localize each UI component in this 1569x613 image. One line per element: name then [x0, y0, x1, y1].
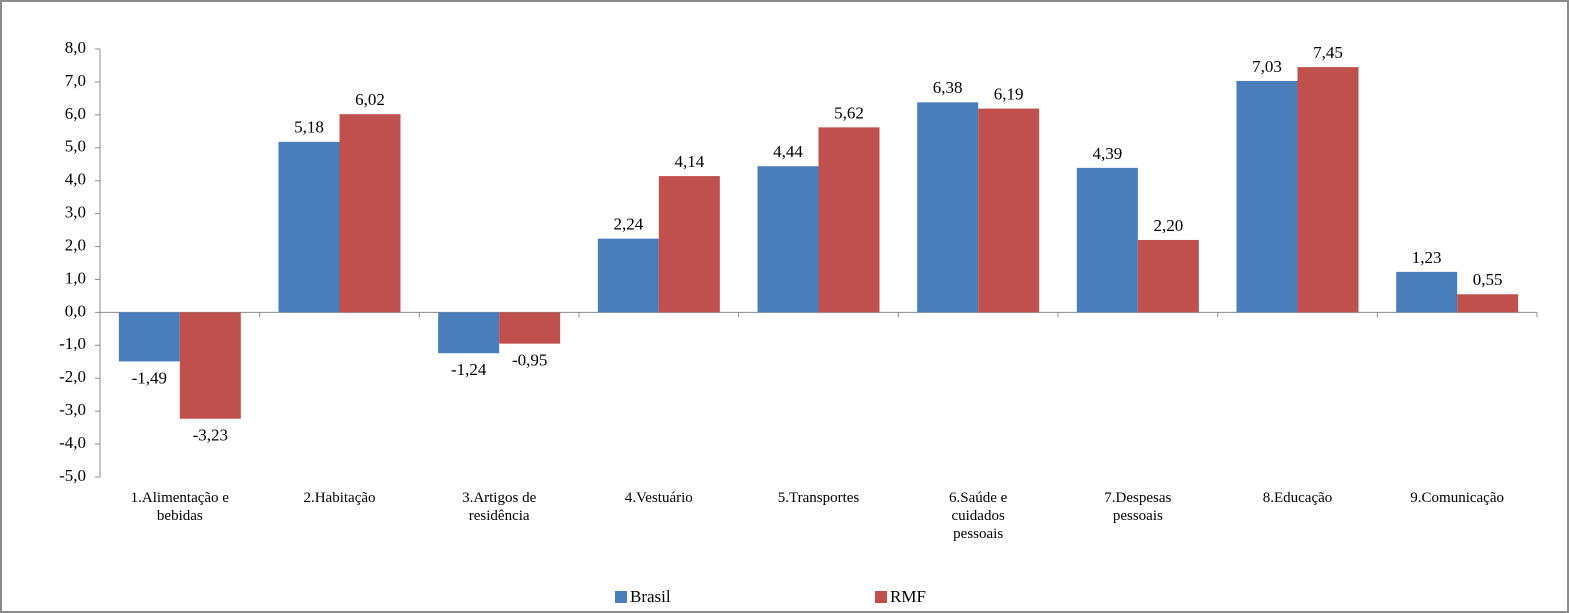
y-tick-label: 2,0: [65, 235, 86, 254]
value-label: 1,23: [1412, 248, 1442, 267]
bar: [597, 238, 659, 313]
x-tick-label: 2.Habitação: [303, 490, 376, 506]
bar: [339, 114, 401, 313]
x-tick-label: 8.Educação: [1262, 490, 1333, 506]
bar: [118, 312, 180, 362]
bar: [278, 141, 340, 313]
value-label: 2,20: [1153, 216, 1183, 235]
y-tick-label: 6,0: [65, 104, 86, 123]
y-tick-label: 1,0: [65, 268, 86, 287]
y-tick-label: 0,0: [65, 301, 86, 320]
value-label: -1,49: [132, 368, 167, 387]
legend-swatch: [615, 591, 627, 603]
bar: [1076, 167, 1138, 313]
y-tick-label: -2,0: [59, 367, 86, 386]
y-tick-label: 3,0: [65, 203, 86, 222]
y-tick-label: -3,0: [59, 400, 86, 419]
bar: [757, 166, 819, 313]
bar: [1297, 67, 1359, 313]
y-tick-label: -1,0: [59, 334, 86, 353]
bar: [978, 108, 1040, 313]
bar: [1137, 239, 1199, 313]
legend-label: RMF: [890, 587, 926, 606]
bar: [179, 312, 241, 419]
bar: [1236, 80, 1298, 313]
x-tick-label: 1.Alimentação e bebidas: [130, 490, 229, 524]
value-label: -1,24: [451, 360, 487, 379]
bar: [818, 127, 880, 313]
bar: [658, 176, 720, 313]
bar: [917, 102, 979, 313]
value-label: 4,14: [674, 152, 704, 171]
x-tick-label: 4.Vestuário: [624, 490, 693, 506]
value-label: -0,95: [512, 351, 547, 370]
value-label: 6,38: [933, 78, 963, 97]
y-tick-label: -4,0: [59, 433, 86, 452]
y-tick-label: 4,0: [65, 170, 86, 189]
bar: [438, 312, 500, 354]
legend-label: Brasil: [630, 587, 671, 606]
y-tick-label: 7,0: [65, 71, 86, 90]
value-label: 4,44: [773, 142, 803, 161]
y-tick-label: -5,0: [59, 466, 86, 485]
value-label: 6,02: [355, 90, 385, 109]
value-label: 6,19: [994, 84, 1024, 103]
value-label: 7,45: [1313, 43, 1343, 62]
value-label: 4,39: [1092, 144, 1122, 163]
x-tick-label: 6.Saúde e cuidados pessoais: [948, 490, 1008, 542]
y-tick-label: 8,0: [65, 38, 86, 57]
x-tick-label: 3.Artigos de residência: [462, 490, 537, 524]
x-tick-label: 5.Transportes: [777, 490, 860, 506]
x-tick-label: 7.Despesas pessoais: [1104, 490, 1172, 524]
x-tick-label: 9.Comunicação: [1410, 490, 1505, 506]
value-label: 0,55: [1473, 270, 1503, 289]
value-label: 2,24: [613, 215, 643, 234]
value-label: 5,62: [834, 103, 864, 122]
bar: [1396, 271, 1458, 313]
value-label: 5,18: [294, 118, 324, 137]
legend-swatch: [875, 591, 887, 603]
value-label: 7,03: [1252, 57, 1282, 76]
bar: [499, 312, 561, 344]
bar: [1457, 294, 1519, 313]
y-tick-label: 5,0: [65, 137, 86, 156]
value-label: -3,23: [193, 426, 228, 445]
